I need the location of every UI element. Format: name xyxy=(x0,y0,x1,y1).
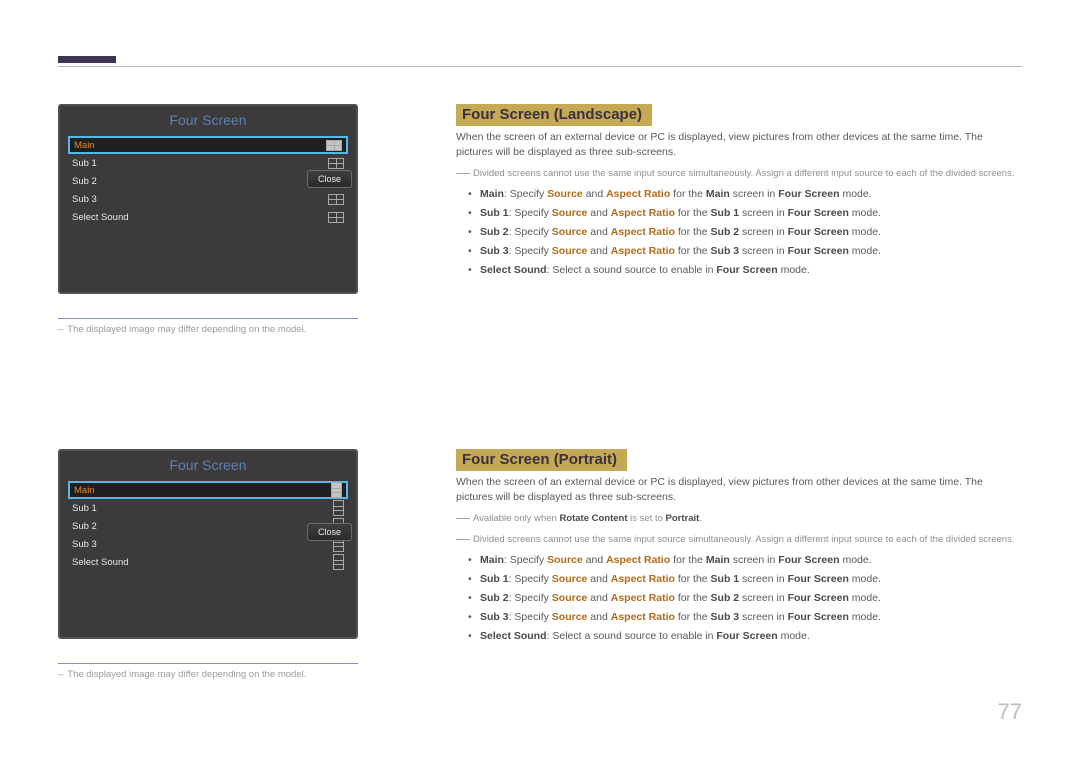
caption-divider xyxy=(58,318,358,319)
menu-row-label: Main xyxy=(74,140,95,151)
menu-row-label: Select Sound xyxy=(72,557,129,568)
section-title-landscape: Four Screen (Landscape) xyxy=(456,104,652,126)
section-body-landscape: When the screen of an external device or… xyxy=(456,130,1022,280)
menu-caption: –The displayed image may differ dependin… xyxy=(58,669,378,680)
section-note: ―Divided screens cannot use the same inp… xyxy=(456,164,1022,181)
menu-title: Four Screen xyxy=(60,106,356,134)
menu-row-sub1[interactable]: Sub 1 xyxy=(68,154,348,172)
close-button[interactable]: Close xyxy=(307,170,352,188)
menu-row-main[interactable]: Main xyxy=(68,136,348,154)
menu-row-label: Sub 3 xyxy=(72,539,97,550)
bullet-sub1: Sub 1: Specify Source and Aspect Ratio f… xyxy=(470,570,1022,589)
menu-row-label: Sub 1 xyxy=(72,503,97,514)
menu-portrait: Four Screen Main Sub 1 Sub 2 Sub 3 Selec… xyxy=(58,449,358,639)
menu-row-select-sound[interactable]: Select Sound xyxy=(68,553,348,571)
bullet-sub3: Sub 3: Specify Source and Aspect Ratio f… xyxy=(470,608,1022,627)
bullet-main: Main: Specify Source and Aspect Ratio fo… xyxy=(470,185,1022,204)
bullet-sub2: Sub 2: Specify Source and Aspect Ratio f… xyxy=(470,589,1022,608)
menu-row-main[interactable]: Main xyxy=(68,481,348,499)
layout-icon xyxy=(328,194,344,205)
bullet-main: Main: Specify Source and Aspect Ratio fo… xyxy=(470,551,1022,570)
menu-caption: –The displayed image may differ dependin… xyxy=(58,324,378,335)
menu-landscape: Four Screen Main Sub 1 Sub 2 Sub 3 Selec… xyxy=(58,104,358,294)
bullet-select-sound: Select Sound: Select a sound source to e… xyxy=(470,261,1022,280)
layout-icon xyxy=(328,158,344,169)
menu-row-sub1[interactable]: Sub 1 xyxy=(68,499,348,517)
section-note: ―Available only when Rotate Content is s… xyxy=(456,509,1022,526)
menu-row-label: Sub 1 xyxy=(72,158,97,169)
menu-row-label: Main xyxy=(74,485,95,496)
bullet-sub3: Sub 3: Specify Source and Aspect Ratio f… xyxy=(470,242,1022,261)
section-bullets: Main: Specify Source and Aspect Ratio fo… xyxy=(470,185,1022,280)
menu-row-label: Sub 2 xyxy=(72,521,97,532)
section-bullets: Main: Specify Source and Aspect Ratio fo… xyxy=(470,551,1022,646)
menu-row-label: Sub 2 xyxy=(72,176,97,187)
caption-divider xyxy=(58,663,358,664)
layout-icon xyxy=(333,500,344,516)
bullet-sub1: Sub 1: Specify Source and Aspect Ratio f… xyxy=(470,204,1022,223)
header-rule xyxy=(58,66,1022,67)
layout-icon xyxy=(328,212,344,223)
bullet-select-sound: Select Sound: Select a sound source to e… xyxy=(470,627,1022,646)
bullet-sub2: Sub 2: Specify Source and Aspect Ratio f… xyxy=(470,223,1022,242)
section-intro: When the screen of an external device or… xyxy=(456,130,1022,160)
menu-row-select-sound[interactable]: Select Sound xyxy=(68,208,348,226)
layout-icon xyxy=(331,482,342,498)
menu-title: Four Screen xyxy=(60,451,356,479)
menu-row-sub3[interactable]: Sub 3 xyxy=(68,190,348,208)
section-intro: When the screen of an external device or… xyxy=(456,475,1022,505)
close-button[interactable]: Close xyxy=(307,523,352,541)
header-accent-bar xyxy=(58,56,116,63)
section-body-portrait: When the screen of an external device or… xyxy=(456,475,1022,646)
menu-row-label: Sub 3 xyxy=(72,194,97,205)
section-title-portrait: Four Screen (Portrait) xyxy=(456,449,627,471)
layout-icon xyxy=(333,554,344,570)
menu-row-label: Select Sound xyxy=(72,212,129,223)
page-number: 77 xyxy=(998,699,1022,725)
layout-icon xyxy=(326,140,342,151)
section-note: ―Divided screens cannot use the same inp… xyxy=(456,530,1022,547)
